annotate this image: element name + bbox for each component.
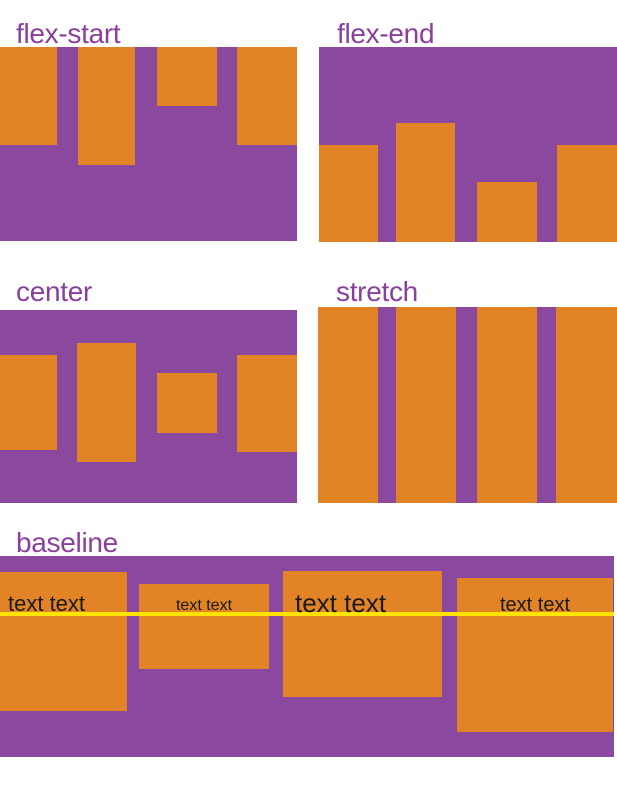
item-text-baseline-2: text text	[175, 597, 233, 614]
panel-label-flex-end: flex-end	[337, 18, 435, 49]
flex-item-baseline-3	[283, 571, 442, 697]
flex-item-stretch-1	[318, 307, 378, 503]
panel-label-stretch: stretch	[336, 276, 418, 307]
panel-label-baseline: baseline	[16, 527, 118, 558]
flex-item-flex-start-4	[237, 47, 297, 145]
baseline-line	[0, 612, 614, 616]
flex-item-flex-start-2	[78, 47, 135, 165]
flex-item-flex-start-3	[157, 47, 217, 106]
flex-item-baseline-1	[0, 572, 127, 711]
item-text-baseline-3: text text	[295, 588, 387, 618]
flex-item-baseline-2	[139, 584, 269, 669]
flex-item-center-3	[157, 373, 217, 433]
flex-item-center-4	[237, 355, 297, 452]
flex-item-center-2	[77, 343, 136, 462]
flex-item-flex-end-3	[477, 182, 537, 242]
flex-item-flex-end-1	[319, 145, 378, 242]
flex-item-stretch-3	[477, 307, 537, 503]
flex-item-stretch-4	[556, 307, 617, 503]
flex-item-flex-start-1	[0, 47, 57, 145]
flex-item-flex-end-4	[557, 145, 617, 242]
panel-label-center: center	[16, 276, 93, 307]
item-text-baseline-4: text text	[499, 594, 571, 616]
flex-item-baseline-4	[457, 578, 613, 732]
flex-item-flex-end-2	[396, 123, 455, 242]
flex-item-stretch-2	[396, 307, 456, 503]
flex-item-center-1	[0, 355, 57, 450]
item-text-baseline-1: text text	[8, 591, 86, 616]
panel-label-flex-start: flex-start	[16, 18, 121, 49]
